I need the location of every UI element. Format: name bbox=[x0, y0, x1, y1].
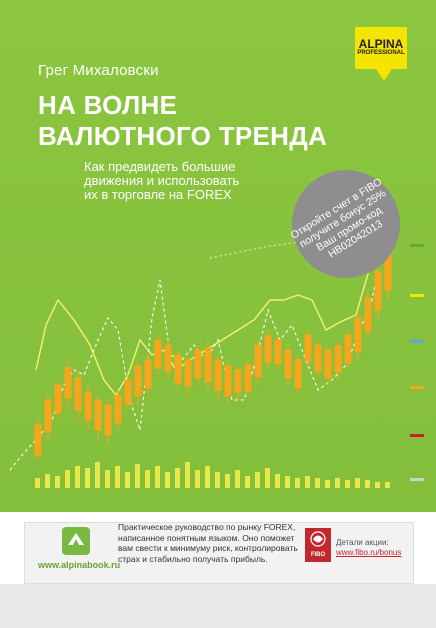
logo-line-1: ALPINA bbox=[358, 37, 404, 51]
dashed-indicator-line bbox=[9, 239, 385, 471]
promo-badge bbox=[292, 170, 400, 278]
bottom-gray-band bbox=[0, 584, 436, 628]
marker-red bbox=[410, 434, 424, 437]
alpina-site-link[interactable]: www.alpinabook.ru bbox=[38, 560, 121, 570]
alpina-professional-logo: ALPINA PROFESSIONAL bbox=[355, 27, 407, 69]
book-author: Грег Михаловски bbox=[38, 62, 159, 79]
logo-speech-tail bbox=[376, 69, 392, 81]
marker-blue bbox=[410, 340, 424, 343]
marker-green bbox=[410, 244, 424, 247]
title-line-2: ВАЛЮТНОГО ТРЕНДА bbox=[38, 121, 328, 151]
marker-gray bbox=[410, 478, 424, 481]
book-description: Практическое руководство по рынку FOREX,… bbox=[118, 522, 298, 564]
marker-orange bbox=[410, 386, 424, 389]
logo-line-2: PROFESSIONAL bbox=[357, 50, 405, 56]
title-line-1: НА ВОЛНЕ bbox=[38, 90, 178, 120]
details-label: Детали акции: bbox=[336, 538, 389, 547]
book-title: НА ВОЛНЕ ВАЛЮТНОГО ТРЕНДА bbox=[38, 90, 327, 152]
volume-bars bbox=[35, 462, 390, 488]
promo-details: Детали акции: www.fibo.ru/bonus bbox=[336, 538, 401, 558]
alpina-icon bbox=[62, 527, 90, 555]
fibo-logo bbox=[305, 528, 331, 562]
candlesticks bbox=[34, 225, 392, 460]
fibo-label: FIBO bbox=[310, 552, 326, 558]
color-markers bbox=[410, 244, 424, 481]
marker-yellow bbox=[410, 294, 424, 297]
book-subtitle: Как предвидеть большие движения и исполь… bbox=[84, 159, 240, 202]
details-link[interactable]: www.fibo.ru/bonus bbox=[336, 548, 402, 557]
